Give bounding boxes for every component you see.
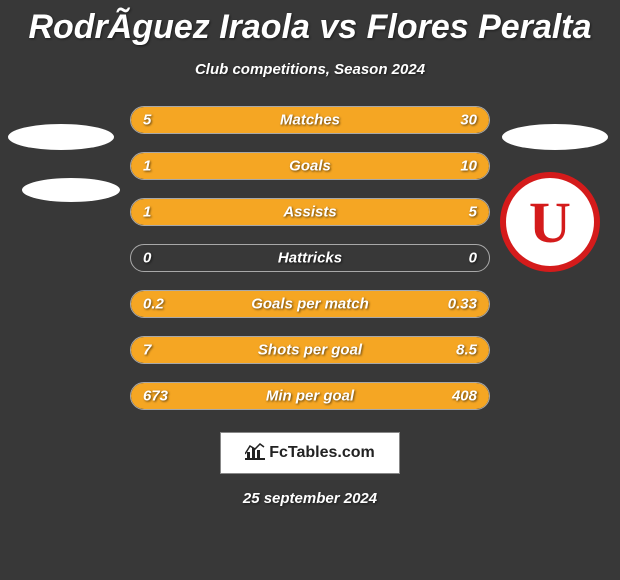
stat-right-value: 8.5 [456, 342, 477, 359]
stat-label: Matches [280, 112, 340, 129]
player-left-ellipse-1 [8, 124, 114, 150]
stat-right-value: 0.33 [448, 296, 477, 313]
stat-left-value: 1 [143, 158, 151, 175]
stat-right-fill [191, 199, 489, 225]
stat-right-value: 10 [460, 158, 477, 175]
stat-row: 673 408 Min per goal [130, 382, 490, 410]
club-badge-letter: U [529, 189, 571, 256]
stats-bars: 5 30 Matches 1 10 Goals 1 5 Assists 0 0 Hattricks 0.… [130, 106, 490, 410]
brand-text: FcTables.com [269, 444, 375, 462]
stat-row: 1 10 Goals [130, 152, 490, 180]
stat-row: 7 8.5 Shots per goal [130, 336, 490, 364]
stat-left-fill [131, 107, 182, 133]
stat-left-value: 1 [143, 204, 151, 221]
stat-row: 5 30 Matches [130, 106, 490, 134]
subtitle: Club competitions, Season 2024 [0, 61, 620, 78]
brand-chart-icon [245, 442, 265, 465]
stat-label: Goals [289, 158, 331, 175]
stat-right-value: 5 [469, 204, 477, 221]
stat-left-value: 5 [143, 112, 151, 129]
stat-label: Hattricks [278, 250, 342, 267]
stat-label: Min per goal [266, 388, 354, 405]
club-badge: U [500, 172, 600, 272]
stat-right-value: 0 [469, 250, 477, 267]
stat-label: Shots per goal [258, 342, 362, 359]
stat-left-value: 7 [143, 342, 151, 359]
date-text: 25 september 2024 [0, 490, 620, 507]
stat-row: 0 0 Hattricks [130, 244, 490, 272]
stat-left-value: 0.2 [143, 296, 164, 313]
page-title: RodrÃ­guez Iraola vs Flores Peralta [0, 0, 620, 47]
player-right-ellipse-1 [502, 124, 608, 150]
stat-right-value: 408 [452, 388, 477, 405]
stat-label: Goals per match [251, 296, 369, 313]
stat-right-value: 30 [460, 112, 477, 129]
stat-left-value: 673 [143, 388, 168, 405]
stat-row: 0.2 0.33 Goals per match [130, 290, 490, 318]
stat-label: Assists [283, 204, 336, 221]
stat-left-fill [131, 199, 191, 225]
stat-left-value: 0 [143, 250, 151, 267]
player-left-ellipse-2 [22, 178, 120, 202]
stat-row: 1 5 Assists [130, 198, 490, 226]
brand-logo: FcTables.com [220, 432, 400, 474]
